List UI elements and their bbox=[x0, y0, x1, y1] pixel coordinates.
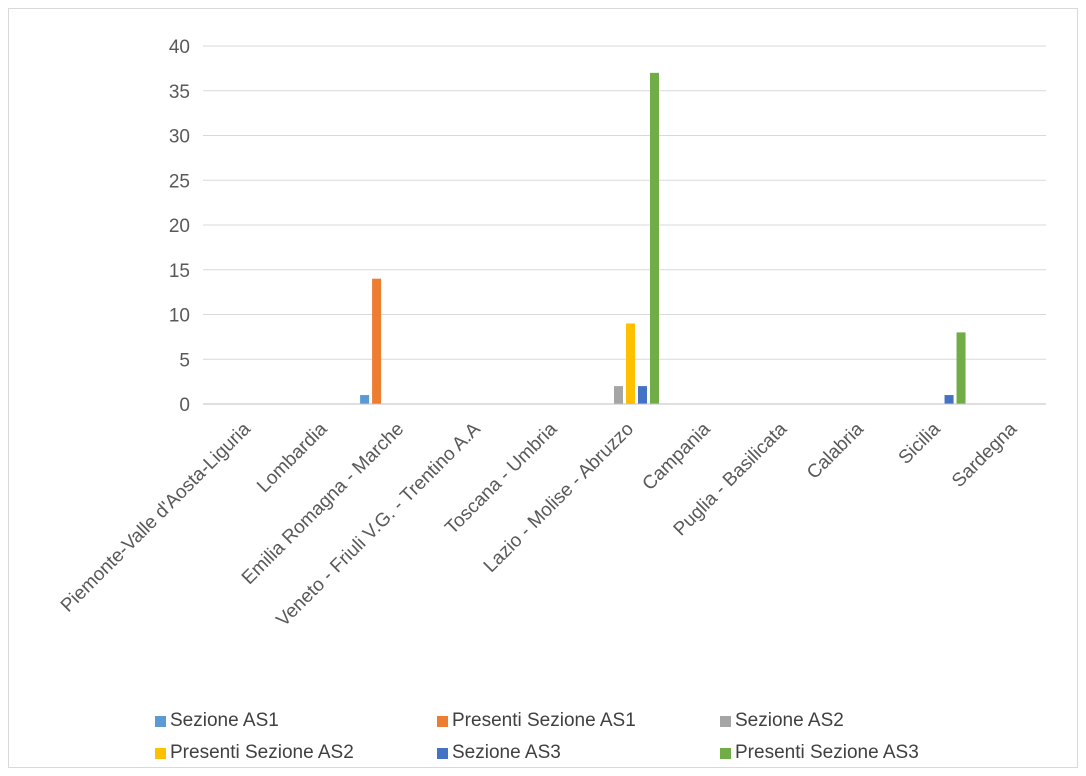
legend-label: Sezione AS1 bbox=[170, 710, 279, 731]
y-tick-label: 25 bbox=[169, 171, 190, 192]
legend-row-2: Presenti Sezione AS2 Sezione AS3 Present… bbox=[155, 737, 1055, 769]
legend: Sezione AS1 Presenti Sezione AS1 Sezione… bbox=[155, 705, 1055, 769]
y-tick-label: 5 bbox=[179, 350, 190, 371]
gridlines bbox=[203, 45, 1046, 360]
legend-label: Sezione AS3 bbox=[452, 742, 561, 763]
x-tick-label: Sardegna bbox=[948, 418, 1021, 491]
x-tick-label: Campania bbox=[639, 418, 715, 494]
legend-swatch bbox=[720, 747, 731, 759]
bar bbox=[372, 278, 382, 404]
x-axis-ticks: Piemonte-Valle d'Aosta-LiguriaLombardiaE… bbox=[57, 418, 1022, 631]
legend-label: Presenti Sezione AS3 bbox=[735, 742, 919, 763]
legend-row-1: Sezione AS1 Presenti Sezione AS1 Sezione… bbox=[155, 705, 1055, 737]
x-tick-label: Lazio - Molise - Abruzzo bbox=[480, 419, 638, 577]
legend-item: Sezione AS2 bbox=[720, 710, 844, 732]
legend-item: Presenti Sezione AS3 bbox=[720, 742, 919, 764]
legend-swatch bbox=[437, 715, 448, 727]
y-tick-label: 15 bbox=[169, 261, 190, 282]
legend-item: Sezione AS3 bbox=[437, 742, 720, 764]
bar bbox=[650, 72, 659, 404]
legend-swatch bbox=[720, 715, 731, 727]
legend-item: Presenti Sezione AS1 bbox=[437, 710, 720, 732]
legend-item: Presenti Sezione AS2 bbox=[155, 742, 437, 764]
y-tick-label: 30 bbox=[169, 127, 190, 148]
bar bbox=[638, 386, 647, 404]
x-tick-label: Sicilia bbox=[895, 418, 945, 468]
x-tick-label: Calabria bbox=[803, 418, 868, 483]
x-tick-label: Piemonte-Valle d'Aosta-Liguria bbox=[57, 418, 255, 616]
bars bbox=[360, 72, 966, 404]
legend-label: Presenti Sezione AS2 bbox=[170, 742, 354, 763]
y-tick-label: 10 bbox=[169, 306, 190, 327]
bar bbox=[944, 395, 954, 404]
chart-frame bbox=[8, 8, 1078, 768]
bar bbox=[614, 386, 623, 404]
bar bbox=[956, 332, 966, 404]
y-tick-label: 40 bbox=[169, 37, 190, 58]
legend-item: Sezione AS1 bbox=[155, 710, 437, 732]
bar bbox=[626, 323, 635, 404]
x-tick-label: Emilia Romagna - Marche bbox=[238, 419, 408, 589]
legend-swatch bbox=[155, 715, 166, 727]
y-tick-label: 35 bbox=[169, 82, 190, 103]
legend-swatch bbox=[155, 747, 166, 759]
legend-label: Presenti Sezione AS1 bbox=[452, 710, 636, 731]
legend-swatch bbox=[437, 747, 448, 759]
y-tick-label: 0 bbox=[179, 395, 190, 416]
y-tick-label: 20 bbox=[169, 216, 190, 237]
x-tick-label: Lombardia bbox=[253, 418, 332, 497]
y-axis-ticks: 0 5 10 15 20 25 30 35 40 bbox=[169, 37, 190, 416]
legend-label: Sezione AS2 bbox=[735, 710, 844, 731]
bar bbox=[360, 395, 370, 404]
